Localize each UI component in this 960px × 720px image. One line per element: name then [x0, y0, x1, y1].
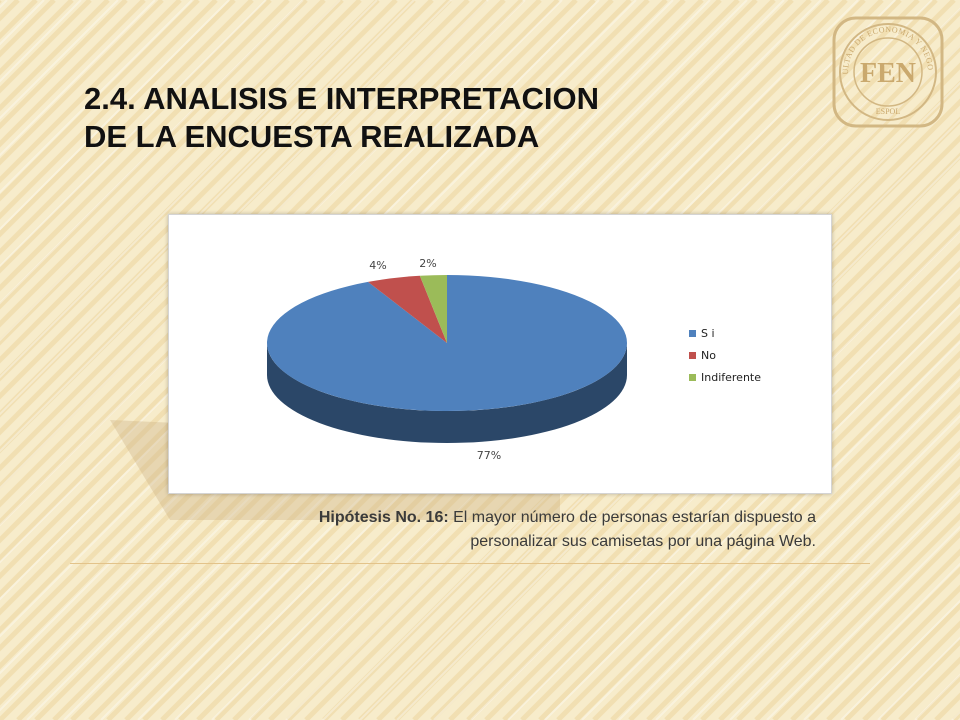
- legend-swatch-si: [689, 330, 696, 337]
- data-label-indiferente: 2%: [419, 257, 436, 270]
- data-label-no: 4%: [369, 259, 386, 272]
- legend-label-indiferente: Indiferente: [701, 371, 761, 384]
- svg-text:ESPOL: ESPOL: [876, 107, 901, 116]
- legend-swatch-no: [689, 352, 696, 359]
- data-label-si: 77%: [477, 449, 501, 462]
- pie-slice-no: [368, 275, 447, 343]
- caption-line2: personalizar sus camisetas por una págin…: [470, 533, 816, 550]
- caption-line1: El mayor número de personas estarían dis…: [448, 509, 816, 526]
- pie-chart: 77% 4% 2% S i No Indiferente: [267, 257, 761, 462]
- fen-logo-seal: FACULTAD DE ECONOMIA Y NEGOCIOS FEN ESPO…: [830, 14, 944, 128]
- caption-label: Hipótesis No. 16:: [318, 509, 449, 526]
- legend-swatch-indiferente: [689, 374, 696, 381]
- legend-label-no: No: [701, 349, 716, 362]
- slide-title: 2.4. ANALISIS E INTERPRETACION DE LA ENC…: [84, 80, 684, 156]
- hypothesis-caption: Hipótesis No. 16: El mayor número de per…: [150, 506, 816, 554]
- svg-text:FEN: FEN: [860, 58, 916, 89]
- divider-line: [70, 563, 870, 564]
- slide-title-line1: 2.4. ANALISIS E INTERPRETACION: [84, 81, 600, 116]
- pie-slice-indiferente: [419, 275, 447, 343]
- chart-frame: 77% 4% 2% S i No Indiferente: [168, 214, 832, 494]
- pie-side-si: [267, 343, 627, 443]
- legend-label-si: S i: [701, 327, 715, 340]
- slide-title-line2: DE LA ENCUESTA REALIZADA: [84, 119, 540, 154]
